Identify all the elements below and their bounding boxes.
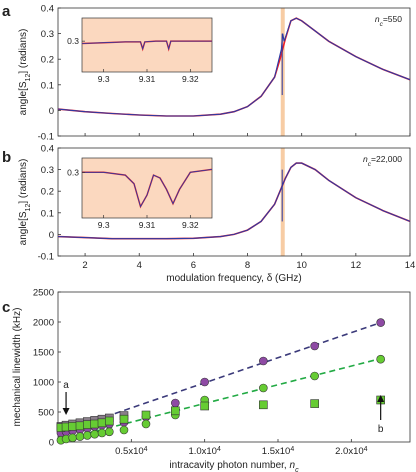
inset-y-tick-label: 0.3 bbox=[67, 36, 79, 46]
series-line-model bbox=[57, 17, 411, 117]
data-point-square bbox=[119, 414, 129, 424]
y-tick-label: 2500 bbox=[33, 288, 54, 299]
plot-frame bbox=[57, 291, 411, 443]
y-tick-label: 0.2 bbox=[41, 187, 54, 198]
y-tick-label: -0.1 bbox=[38, 252, 54, 263]
resonance-band bbox=[280, 148, 285, 256]
data-point-square bbox=[171, 406, 180, 416]
panel-label-a: a bbox=[2, 3, 11, 20]
plot-frame bbox=[57, 147, 411, 257]
data-point-circle bbox=[83, 431, 92, 440]
data-point-circle bbox=[259, 356, 268, 366]
data-point-circle bbox=[376, 318, 385, 327]
data-point-circle bbox=[141, 419, 151, 429]
data-point-circle bbox=[90, 429, 99, 439]
x-tick-label: 1.5x104 bbox=[262, 446, 295, 458]
data-point-square bbox=[141, 410, 151, 420]
y-tick-label: 0.4 bbox=[41, 144, 54, 155]
data-point-square bbox=[310, 399, 319, 408]
x-tick-label: 2 bbox=[82, 260, 87, 271]
data-point-square bbox=[83, 420, 92, 429]
y-tick-label: 500 bbox=[38, 408, 54, 419]
y-axis-label: angle[S12] (radians) bbox=[18, 159, 32, 246]
panel-label-b: b bbox=[2, 149, 11, 166]
x-tick-label: 0.5x104 bbox=[115, 446, 148, 458]
arrow-b-head bbox=[377, 395, 385, 402]
x-tick-label: 4 bbox=[137, 260, 142, 271]
arrow-label-a: a bbox=[63, 380, 69, 391]
x-tick-label: 1.0x104 bbox=[188, 446, 221, 458]
data-point-circle bbox=[259, 383, 268, 393]
inset-x-tick-label: 9.31 bbox=[139, 220, 156, 230]
inset-x-tick-label: 9.3 bbox=[98, 220, 110, 230]
y-tick-label: 1500 bbox=[33, 348, 54, 359]
y-tick-label: 0 bbox=[49, 230, 54, 241]
data-point-circle bbox=[119, 425, 129, 435]
data-point-square bbox=[200, 401, 209, 411]
data-point-square bbox=[259, 400, 268, 410]
y-tick-label: 1000 bbox=[33, 378, 54, 389]
inset-series-model bbox=[81, 40, 212, 51]
x-tick-label: 2.0x104 bbox=[335, 446, 368, 458]
x-axis-label: intracavity photon number, nc bbox=[169, 460, 299, 472]
panel-c: 0 500 1000 1500 2000 2500 0.5x104 1.0x104 1.5x10… bbox=[12, 288, 411, 472]
y-axis-label: mechanical linewidth (kHz) bbox=[12, 308, 23, 427]
data-point-square bbox=[68, 422, 77, 431]
inset-series-model bbox=[82, 169, 213, 208]
inset-frame bbox=[81, 157, 213, 219]
fit-line-green bbox=[57, 357, 381, 442]
x-tick-label: 6 bbox=[191, 260, 196, 271]
inset-frame bbox=[81, 17, 213, 73]
data-point-circle bbox=[310, 341, 319, 351]
photon-number-annotation: nc=22,000 bbox=[363, 154, 402, 168]
y-tick-label: 0.3 bbox=[41, 165, 54, 176]
data-point-circle bbox=[105, 427, 114, 437]
x-axis-label: modulation frequency, δ (GHz) bbox=[166, 273, 301, 284]
data-point-circle bbox=[171, 398, 180, 408]
y-tick-label: 0.1 bbox=[41, 208, 54, 219]
panel-a: -0.1 0 0.1 0.2 0.3 0.4 angle[S12] (radians) nc=… bbox=[18, 4, 411, 143]
plot-frame bbox=[57, 7, 411, 137]
y-tick-label: 0.2 bbox=[41, 55, 54, 66]
arrow-a-head bbox=[62, 408, 70, 415]
y-tick-label: 0.1 bbox=[41, 80, 54, 91]
y-tick-label: 0.4 bbox=[41, 4, 54, 15]
fit-line-purple bbox=[57, 321, 381, 434]
series-line-model bbox=[57, 162, 411, 240]
y-axis-label: angle[S12] (radians) bbox=[18, 29, 32, 116]
data-point-circle bbox=[97, 428, 107, 438]
y-tick-label: 0 bbox=[49, 438, 54, 449]
inset-x-tick-label: 9.31 bbox=[139, 74, 156, 84]
data-point-circle bbox=[376, 354, 385, 364]
data-point-square bbox=[90, 419, 99, 429]
y-tick-label: -0.1 bbox=[38, 132, 54, 143]
x-tick-label: 8 bbox=[245, 260, 250, 271]
data-point-circle bbox=[75, 432, 85, 441]
resonance-band bbox=[280, 8, 285, 136]
arrow-label-b: b bbox=[378, 424, 384, 435]
y-tick-label: 2000 bbox=[33, 318, 54, 329]
x-tick-label: 14 bbox=[405, 260, 416, 271]
data-point-square bbox=[75, 421, 85, 431]
data-point-square bbox=[105, 416, 114, 426]
inset-y-tick-label: 0.3 bbox=[67, 167, 79, 177]
data-point-circle bbox=[310, 371, 319, 381]
panel-label-c: c bbox=[2, 299, 10, 316]
data-point-circle bbox=[200, 377, 209, 387]
photon-number-annotation: nc=550 bbox=[375, 14, 402, 28]
panel-b: -0.1 0 0.1 0.2 0.3 0.4 2 4 6 8 10 12 14 angle[S12] (r… bbox=[18, 144, 415, 285]
data-point-circle bbox=[68, 433, 77, 443]
x-tick-label: 10 bbox=[296, 260, 307, 271]
y-tick-label: 0.3 bbox=[41, 29, 54, 40]
inset-x-tick-label: 9.3 bbox=[98, 74, 110, 84]
data-point-square bbox=[97, 418, 107, 428]
y-tick-label: 0 bbox=[49, 106, 54, 117]
inset-x-tick-label: 9.32 bbox=[182, 74, 199, 84]
x-tick-label: 12 bbox=[351, 260, 362, 271]
inset-x-tick-label: 9.32 bbox=[182, 220, 199, 230]
